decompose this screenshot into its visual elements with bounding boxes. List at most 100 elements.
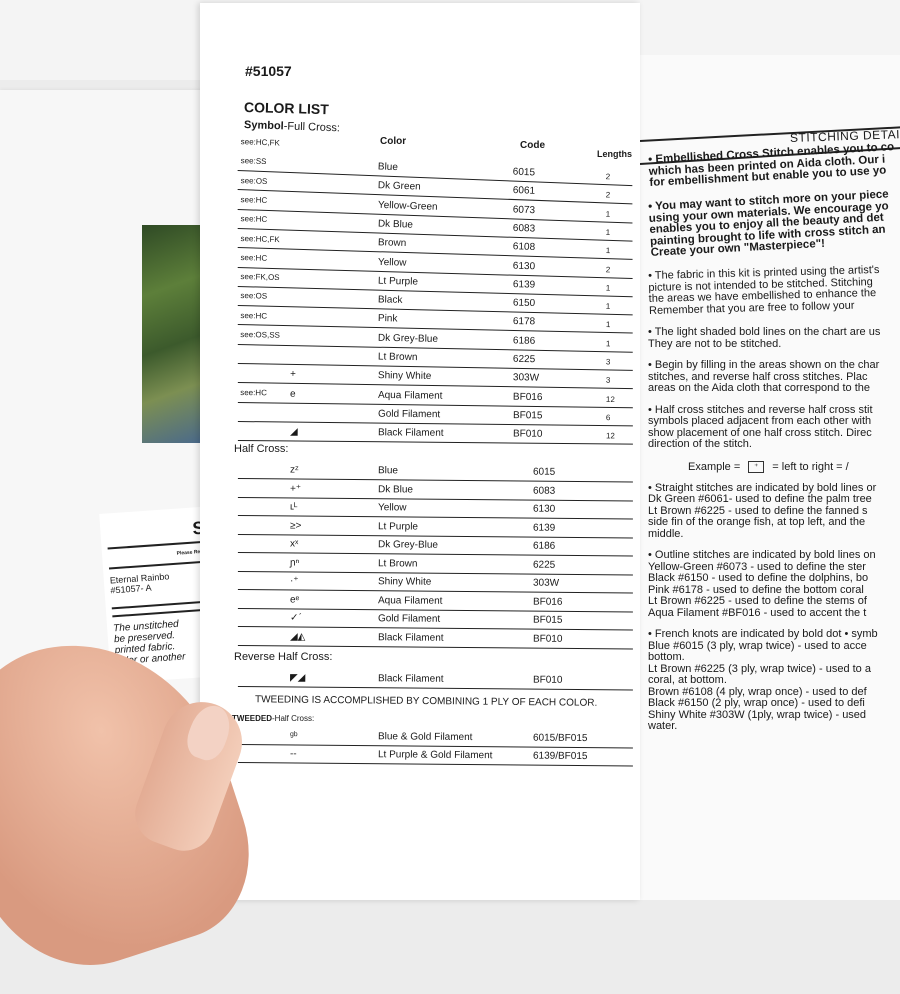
see-reference: see:HC,FK [240, 137, 281, 148]
color-name: Brown [377, 237, 407, 250]
instruction-paragraph: • The fabric in this kit is printed usin… [648, 263, 900, 317]
lengths: 2 [605, 172, 611, 182]
text-line: Lt Brown #6225 - used to define the fann… [648, 504, 868, 517]
color-code: 303W [512, 372, 540, 384]
color-code: BF016 [512, 391, 543, 403]
color-code: 6015 [512, 166, 536, 179]
color-name: Gold Filament [377, 613, 441, 625]
section-rest: -Full Cross: [283, 120, 341, 135]
lengths: 1 [605, 209, 611, 219]
color-list-title: COLOR LIST [243, 99, 329, 118]
color-code: 6083 [512, 222, 536, 235]
color-code: 6108 [512, 241, 536, 254]
color-code: 6178 [512, 316, 536, 328]
stitch-symbol: +⁺ [289, 482, 302, 495]
text-line: Brown #6108 (4 ply, wrap once) - used to… [648, 685, 867, 698]
lengths: 2 [605, 264, 611, 274]
color-name: Dk Grey-Blue [377, 332, 439, 345]
lengths: 3 [605, 357, 611, 367]
lengths: 6 [605, 413, 611, 423]
right-page: STITCHING DETAIL • Embellished Cross Sti… [640, 55, 900, 900]
see-reference: see:SS [240, 156, 267, 167]
color-name: Yellow [377, 502, 407, 514]
color-code: 6130 [532, 503, 556, 515]
printed-fabric-photo [142, 225, 200, 443]
see-reference: see:OS,SS [240, 330, 280, 340]
color-name: Dk Blue [377, 218, 414, 231]
color-name: Lt Brown [377, 351, 418, 364]
color-name: Black [377, 294, 403, 306]
lengths: 1 [605, 227, 611, 237]
color-name: Black Filament [377, 673, 444, 685]
color-code: 6061 [512, 185, 536, 198]
text-line: • Straight stitches are indicated by bol… [648, 481, 877, 494]
example-row: Example = ⁺ = left to right = / [648, 460, 900, 473]
color-code: 6139 [512, 278, 536, 291]
see-reference: see:HC [240, 310, 268, 321]
example-result: = left to right = / [772, 460, 849, 473]
color-code: 6083 [532, 485, 556, 497]
stitch-symbol: ʟᴸ [289, 501, 298, 513]
text-line: • The light shaded bold lines on the cha… [648, 326, 881, 338]
stitch-symbol: e [289, 388, 296, 400]
color-name: Black Filament [377, 631, 444, 644]
instruction-paragraph: • French knots are indicated by bold dot… [648, 629, 900, 733]
color-code: BF015 [532, 614, 563, 626]
color-name: Lt Purple [377, 520, 419, 533]
header-code: Code [520, 140, 545, 151]
table-row: ◢◭ Black Filament BF010 [237, 625, 634, 649]
text-line: Pink #6178 - used to define the bottom c… [648, 583, 864, 596]
header-color: Color [380, 136, 407, 147]
see-reference: see:HC [240, 214, 268, 225]
text-line: • French knots are indicated by bold dot… [648, 628, 878, 641]
instruction-paragraph: • Embellished Cross Stitch enables you t… [648, 139, 900, 189]
color-code: 6015/BF015 [532, 732, 588, 745]
stitch-symbol: xˣ [289, 538, 299, 550]
tweeded-section-bold: TWEEDED [232, 714, 272, 723]
text-line: Black #6150 - used to define the dolphin… [648, 572, 869, 585]
text-line: Shiny White #303W (1ply, wrap twice) - u… [648, 708, 867, 721]
text-line: water. [648, 720, 678, 733]
color-name: Dk Blue [377, 483, 414, 496]
text-line: show placement of one half cross stitch.… [648, 426, 872, 439]
color-name: Black Filament [377, 427, 444, 440]
text-line: Aqua Filament #BF016 - used to accent th… [648, 606, 867, 619]
color-name: Blue [377, 465, 399, 477]
table-row: ◤◢ Black Filament BF010 [237, 667, 634, 691]
instruction-paragraph: • Begin by filling in the areas shown on… [648, 359, 900, 395]
color-name: Yellow-Green [377, 199, 438, 213]
reverse-half-cross-section: Reverse Half Cross: [234, 651, 333, 663]
instruction-paragraph: • Straight stitches are indicated by bol… [648, 481, 900, 541]
stitch-symbol: ᵍᵇ [289, 730, 298, 742]
text-line: symbols placed adjacent from each other … [648, 415, 872, 427]
see-reference: see:FK,OS [240, 272, 280, 283]
stitching-instructions: • Embellished Cross Stitch enables you t… [648, 141, 900, 743]
lengths: 1 [605, 301, 611, 311]
color-code: BF010 [532, 674, 563, 686]
text-line: • Outline stitches are indicated by bold… [648, 549, 876, 562]
text-line: They are not to be stitched. [648, 337, 782, 350]
text-line: middle. [648, 527, 684, 540]
text-line: Lt Brown #6225 - used to define the stem… [648, 595, 867, 608]
text-line: coral, at bottom. [648, 674, 727, 687]
see-reference: see:HC [240, 387, 267, 398]
color-code: BF010 [512, 428, 543, 440]
color-code: 6186 [512, 335, 536, 347]
lengths: 12 [605, 431, 615, 441]
color-code: 6225 [532, 559, 556, 571]
stitch-symbol: ɲⁿ [289, 556, 300, 569]
table-row: ◢ Black Filament BF010 12 [237, 421, 634, 445]
color-name: Lt Purple & Gold Filament [377, 749, 493, 762]
color-name: Pink [377, 313, 398, 325]
stitch-symbol: ◤◢ [289, 672, 306, 684]
text-line: • Begin by filling in the areas shown on… [648, 359, 880, 371]
stitch-symbol: + [289, 369, 296, 381]
color-name: Blue & Gold Filament [377, 731, 473, 744]
color-code: 6073 [512, 204, 536, 216]
color-name: Gold Filament [377, 408, 441, 421]
see-reference: see:OS [240, 175, 268, 186]
stitch-symbol: eᵉ [289, 593, 300, 606]
text-line: Blue #6015 (3 ply, wrap twice) - used to… [648, 639, 867, 652]
see-reference: see:HC,FK [240, 233, 280, 244]
text-line: direction of the stitch. [648, 438, 752, 450]
